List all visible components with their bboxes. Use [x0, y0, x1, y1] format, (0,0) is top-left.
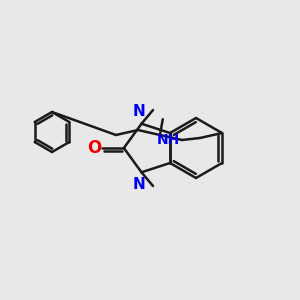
- Text: NH: NH: [157, 133, 180, 147]
- Text: O: O: [87, 139, 101, 157]
- Text: N: N: [133, 177, 146, 192]
- Text: N: N: [133, 104, 146, 119]
